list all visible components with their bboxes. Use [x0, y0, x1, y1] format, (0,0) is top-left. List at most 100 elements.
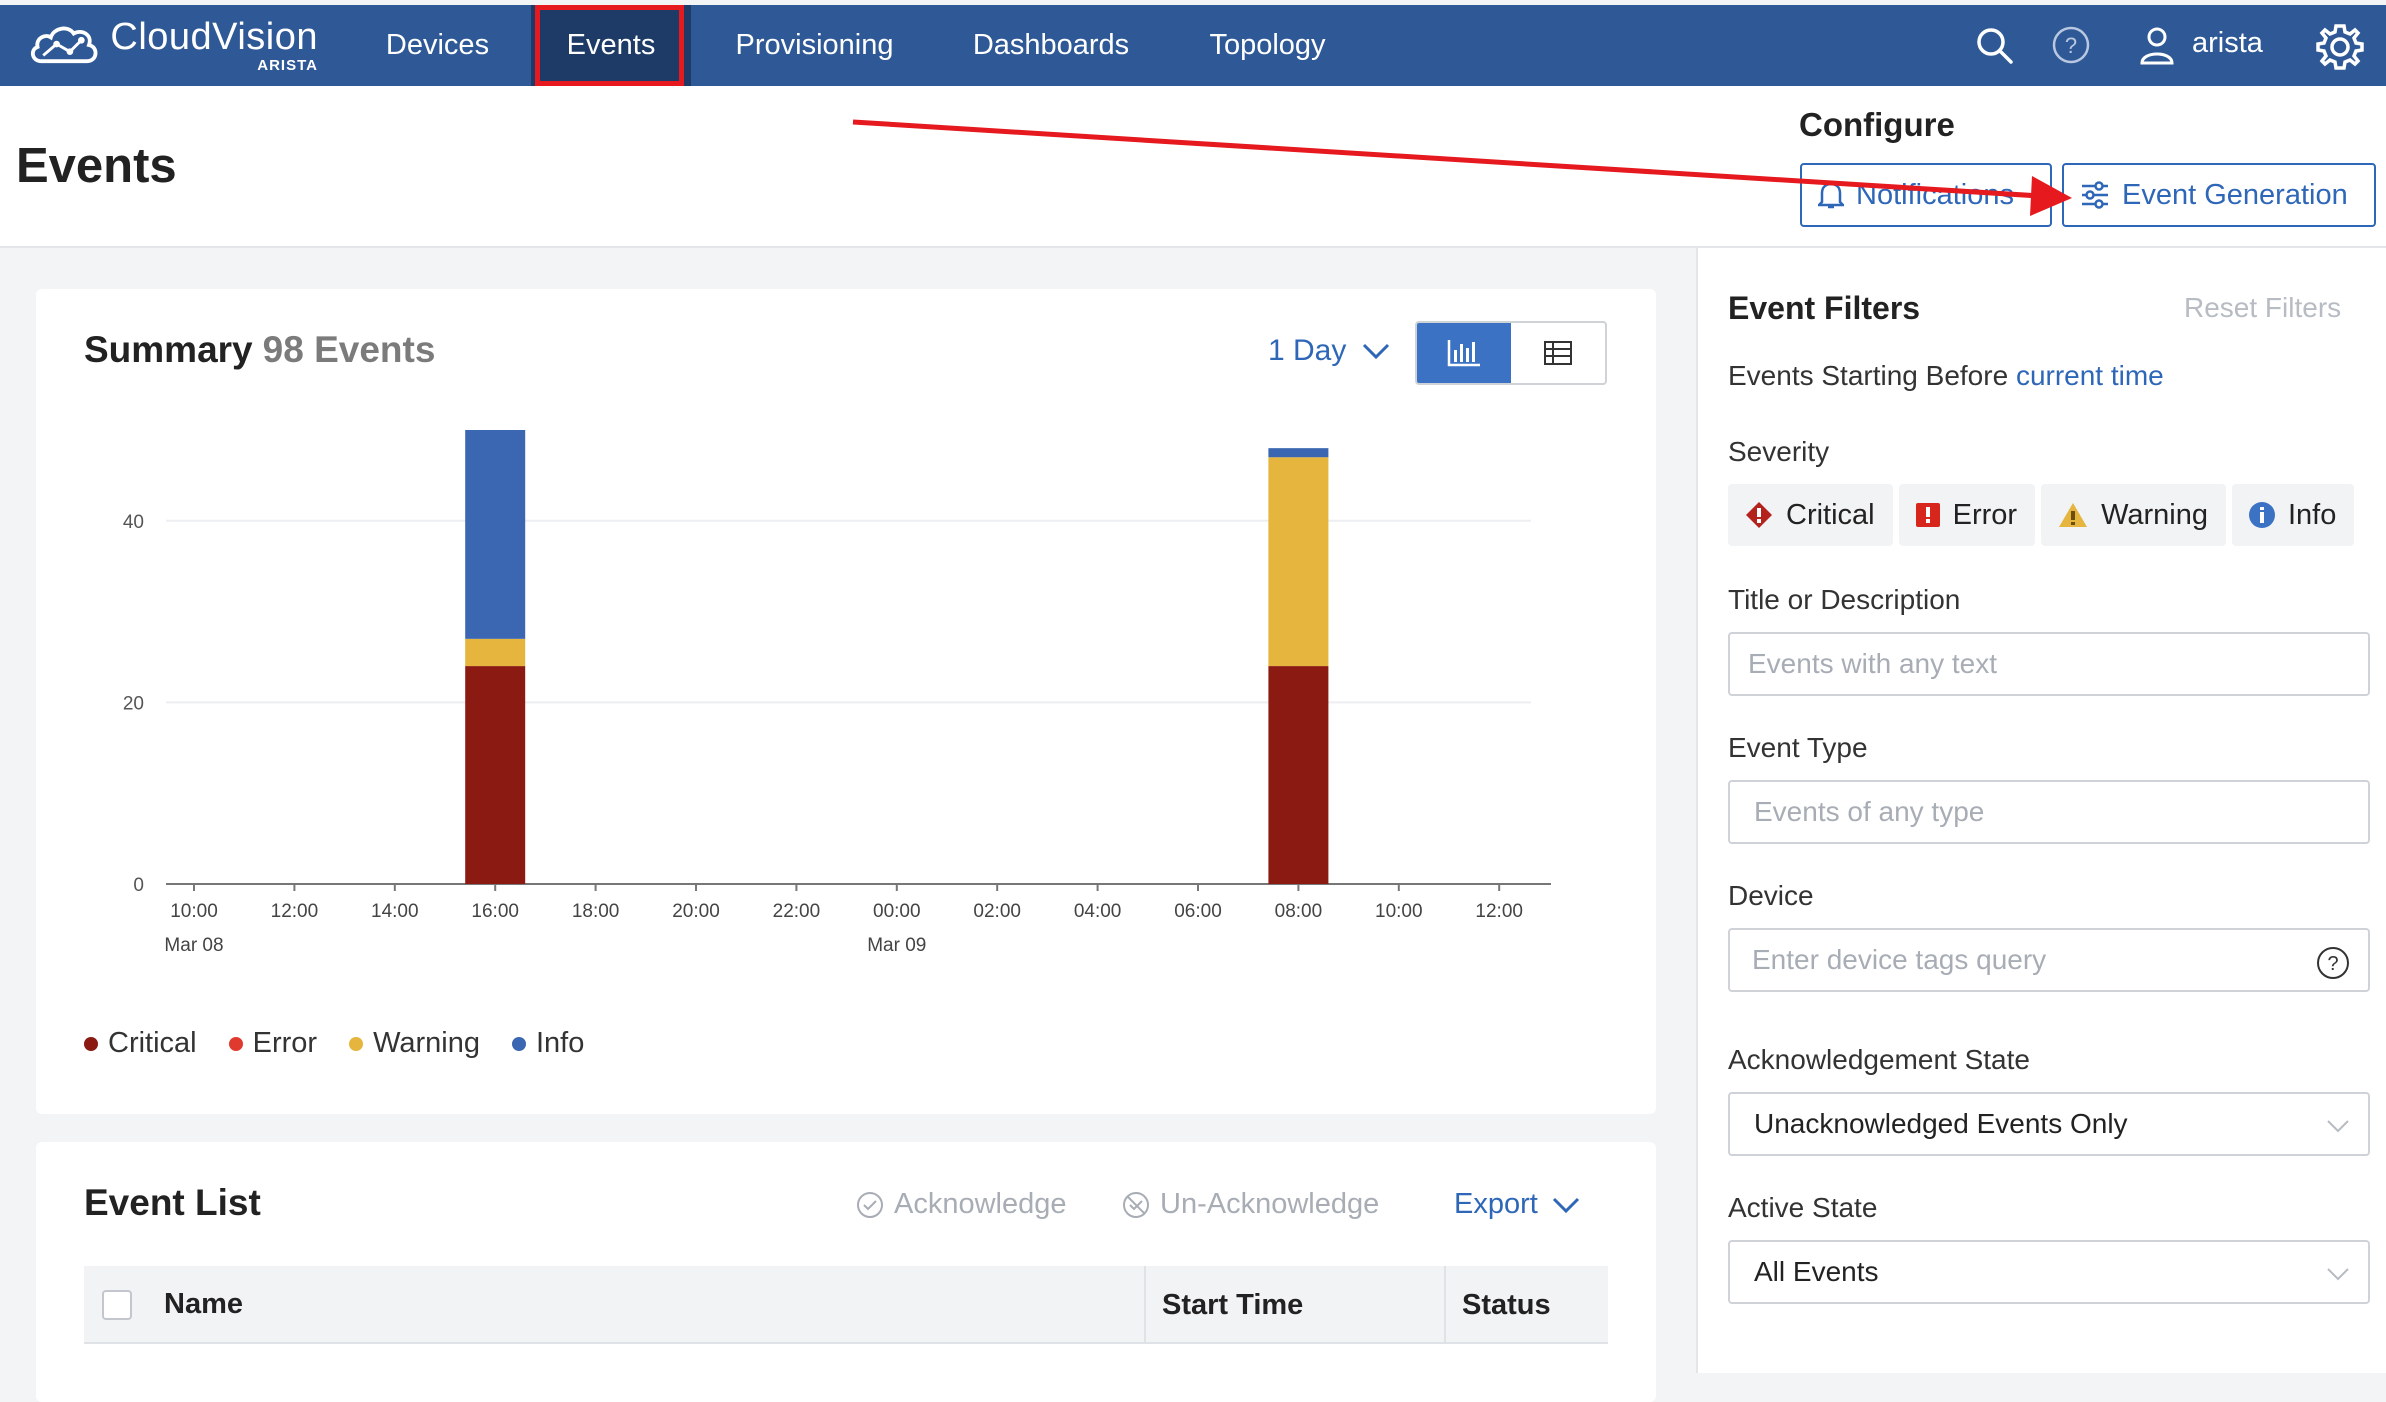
help-icon[interactable]: ?	[2051, 25, 2091, 65]
acknowledgement-state-select[interactable]: Unacknowledged Events Only	[1728, 1092, 2370, 1156]
chart-view-button[interactable]	[1417, 323, 1511, 383]
x-tick-label: 06:00	[1174, 901, 1222, 922]
acknowledge-button[interactable]: Acknowledge	[856, 1188, 1067, 1221]
legend-dot	[512, 1036, 526, 1051]
export-button[interactable]: Export	[1454, 1188, 1580, 1221]
event-type-placeholder: Events of any type	[1754, 796, 1985, 827]
critical-icon	[1746, 502, 1772, 528]
bar-segment-critical	[1268, 666, 1329, 884]
event-type-input[interactable]: Events of any type	[1728, 780, 2370, 844]
unacknowledge-button[interactable]: Un-Acknowledge	[1122, 1188, 1379, 1221]
bar-segment-warning	[1268, 457, 1329, 667]
title-description-placeholder: Events with any text	[1748, 648, 1998, 679]
help-icon[interactable]: ?	[2316, 946, 2350, 980]
info-icon	[2249, 502, 2275, 528]
severity-info-label: Info	[2288, 498, 2337, 531]
chevron-down-icon	[1363, 343, 1390, 360]
chevron-down-icon	[2327, 1120, 2349, 1133]
event-type-label: Event Type	[1728, 732, 1868, 763]
gear-icon[interactable]	[2315, 22, 2365, 72]
acknowledgement-state-value: Unacknowledged Events Only	[1754, 1108, 2128, 1139]
brand-name: CloudVision	[110, 15, 318, 58]
warning-icon	[2059, 503, 2088, 527]
event-list-title: Event List	[84, 1182, 261, 1223]
notifications-button[interactable]: Notifications	[1800, 163, 2052, 227]
filters-title: Event Filters	[1728, 290, 1921, 326]
time-range-value: 1 Day	[1268, 334, 1347, 367]
current-time-link[interactable]: current time	[2015, 360, 2164, 391]
device-tags-placeholder: Enter device tags query	[1752, 944, 2047, 975]
chevron-down-icon	[2327, 1268, 2349, 1281]
bar-chart-icon	[1447, 340, 1480, 367]
legend-label: Warning	[373, 1027, 480, 1059]
nav-provisioning[interactable]: Provisioning	[735, 29, 894, 61]
table-view-button[interactable]	[1511, 323, 1605, 383]
legend-label: Error	[252, 1027, 318, 1059]
username[interactable]: arista	[2192, 27, 2263, 59]
cloudvision-logo[interactable]: CloudVision ARISTA	[28, 10, 318, 80]
x-tick-label: 12:00	[1475, 901, 1523, 922]
column-header-name[interactable]: Name	[164, 1288, 243, 1320]
active-state-select[interactable]: All Events	[1728, 1240, 2370, 1304]
error-icon	[1915, 503, 1940, 527]
legend-label: Critical	[108, 1027, 197, 1059]
time-range-select[interactable]: 1 Day	[1268, 334, 1390, 368]
x-tick-label: 08:00	[1275, 901, 1323, 922]
severity-warning-toggle[interactable]: Warning	[2041, 484, 2226, 546]
unacknowledge-label: Un-Acknowledge	[1160, 1188, 1380, 1220]
events-stacked-bar-chart: 0 20 40 10:00 12:00 14:00 16:00 18:00 20:00 22:00…	[123, 430, 1551, 956]
bell-icon	[1818, 182, 1844, 209]
x-tick-label: 02:00	[973, 901, 1021, 922]
nav-dashboards[interactable]: Dashboards	[972, 29, 1130, 61]
severity-info-toggle[interactable]: Info	[2232, 484, 2355, 546]
legend-item-warning[interactable]: Warning	[349, 1027, 480, 1060]
acknowledge-label: Acknowledge	[894, 1188, 1067, 1220]
column-header-status[interactable]: Status	[1444, 1266, 1551, 1344]
top-nav-bar: CloudVision ARISTA Devices Events Provis…	[0, 5, 2386, 86]
summary-title: Summary 98 Events	[84, 329, 435, 371]
acknowledgement-state-label: Acknowledgement State	[1728, 1044, 2030, 1075]
search-icon[interactable]	[1974, 25, 2014, 65]
column-header-start-time[interactable]: Start Time	[1144, 1266, 1303, 1344]
title-description-input[interactable]: Events with any text	[1728, 632, 2370, 696]
y-tick-label: 0	[133, 875, 144, 896]
bar-segment-info	[465, 430, 526, 639]
svg-text:?: ?	[2327, 953, 2338, 975]
annotation-highlight-box	[535, 5, 684, 86]
summary-title-label: Summary	[84, 329, 253, 370]
x-date-label: Mar 09	[867, 935, 926, 956]
bar-segment-warning	[465, 638, 526, 667]
x-tick-label: 16:00	[471, 901, 519, 922]
device-tags-input[interactable]: Enter device tags query ?	[1728, 928, 2370, 992]
summary-event-count: 98 Events	[262, 329, 436, 370]
legend-item-info[interactable]: Info	[512, 1027, 584, 1060]
legend-dot	[228, 1036, 243, 1051]
bar-segment-critical	[465, 666, 526, 884]
event-generation-button[interactable]: Event Generation	[2062, 163, 2376, 227]
event-list-card: Event List Acknowledge Un-Acknowledge Ex…	[36, 1142, 1656, 1402]
page-title: Events	[16, 139, 177, 193]
legend-dot	[349, 1036, 364, 1051]
x-tick-label: 18:00	[572, 901, 620, 922]
nav-topology[interactable]: Topology	[1209, 29, 1326, 61]
legend-item-critical[interactable]: Critical	[84, 1027, 197, 1060]
export-label: Export	[1454, 1188, 1538, 1220]
severity-warning-label: Warning	[2101, 498, 2208, 531]
configure-label: Configure	[1799, 106, 1955, 143]
reset-filters-button[interactable]: Reset Filters	[2184, 292, 2342, 323]
user-icon[interactable]	[2137, 25, 2177, 65]
legend-item-error[interactable]: Error	[228, 1027, 318, 1060]
x-date-label: Mar 08	[164, 935, 223, 956]
cloud-logo-icon	[30, 26, 98, 64]
event-table-header: Name Start Time Status	[84, 1266, 1608, 1344]
severity-critical-toggle[interactable]: Critical	[1728, 484, 1893, 546]
nav-devices[interactable]: Devices	[385, 29, 490, 61]
x-tick-label: 20:00	[672, 901, 720, 922]
starting-before-prefix: Events Starting Before	[1728, 360, 2009, 391]
x-tick-label: 12:00	[271, 901, 319, 922]
severity-error-toggle[interactable]: Error	[1898, 484, 2036, 546]
select-all-checkbox[interactable]	[102, 1290, 132, 1320]
severity-critical-label: Critical	[1786, 498, 1875, 531]
nav-events[interactable]: Events	[531, 5, 691, 86]
sliders-icon	[2082, 181, 2108, 209]
